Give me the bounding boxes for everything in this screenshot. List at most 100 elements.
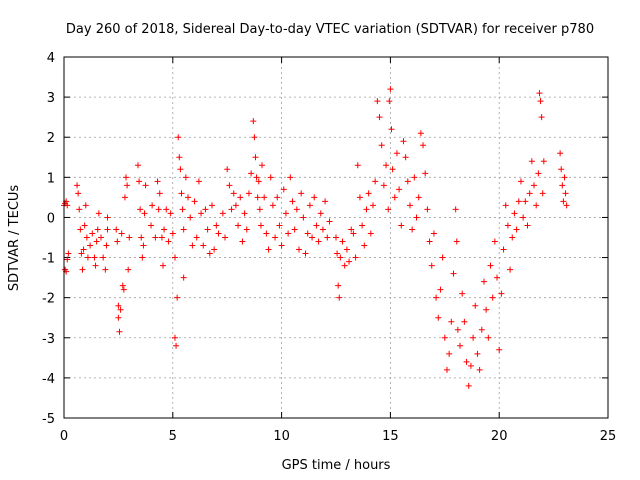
y-tick-label: -1 [42,252,55,267]
data-point [117,306,124,313]
data-point [169,230,176,237]
data-point [557,150,564,157]
data-point [441,334,448,341]
data-point [539,190,546,197]
data-point [237,194,244,201]
data-point [171,254,178,261]
data-point [152,234,159,241]
data-point [136,178,143,185]
data-point [104,214,111,221]
data-point [511,210,518,217]
data-point [346,258,353,265]
data-point [448,318,455,325]
data-point [269,202,276,209]
data-point [341,262,348,269]
data-point [165,238,172,245]
data-point [420,142,427,149]
data-point [509,234,516,241]
data-point [352,254,359,261]
data-point [457,342,464,349]
data-point [430,230,437,237]
data-point [507,266,514,273]
data-point [354,162,361,169]
data-point [254,194,261,201]
data-point [533,202,540,209]
data-point [177,166,184,173]
data-point [116,328,123,335]
data-point [531,182,538,189]
data-point [470,334,477,341]
data-point [317,210,324,217]
data-point [65,250,72,257]
data-point [278,242,285,249]
data-point [180,274,187,281]
data-point [335,282,342,289]
data-point [361,242,368,249]
data-point [185,194,192,201]
data-point [454,326,461,333]
data-point [535,170,542,177]
data-point [256,206,263,213]
y-tick-label: -3 [42,332,55,347]
data-point [453,238,460,245]
data-point [160,262,167,269]
data-point [494,274,501,281]
data-point [119,282,126,289]
data-point [562,190,569,197]
data-point [123,174,130,181]
data-point [459,290,466,297]
data-point [156,190,163,197]
data-point [175,134,182,141]
data-point [259,162,266,169]
data-point [326,218,333,225]
data-point [289,198,296,205]
data-point [91,254,98,261]
x-tick-label: 25 [600,429,617,444]
plot-frame [63,56,609,419]
data-point [450,270,457,277]
data-point [334,250,341,257]
data-point [446,350,453,357]
data-point [280,186,287,193]
data-point [80,246,87,253]
data-point [476,366,483,373]
data-point [174,294,181,301]
data-point [433,294,440,301]
data-point [369,202,376,209]
data-point [134,162,141,169]
data-point [104,226,111,233]
data-point [163,206,170,213]
data-point [378,142,385,149]
data-point [309,234,316,241]
data-point [232,202,239,209]
data-point [193,234,200,241]
data-point [211,246,218,253]
data-point [489,294,496,301]
data-point [148,222,155,229]
data-point [255,178,262,185]
data-point [243,226,250,233]
data-point [560,198,567,205]
data-point [167,210,174,217]
data-point [474,350,481,357]
data-point [235,222,242,229]
data-point [171,334,178,341]
data-point [336,294,343,301]
data-point [202,206,209,213]
data-point [195,178,202,185]
data-point [504,222,511,229]
chart-title: Day 260 of 2018, Sidereal Day-to-day VTE… [66,22,594,37]
data-point [176,154,183,161]
data-point [126,234,133,241]
data-point [385,206,392,213]
data-point [558,166,565,173]
data-point [413,214,420,221]
data-point [439,254,446,261]
data-point [180,226,187,233]
data-point [387,86,394,93]
data-point [118,230,125,237]
data-point [274,194,281,201]
data-point [435,314,442,321]
data-point [149,202,156,209]
data-point [222,234,229,241]
